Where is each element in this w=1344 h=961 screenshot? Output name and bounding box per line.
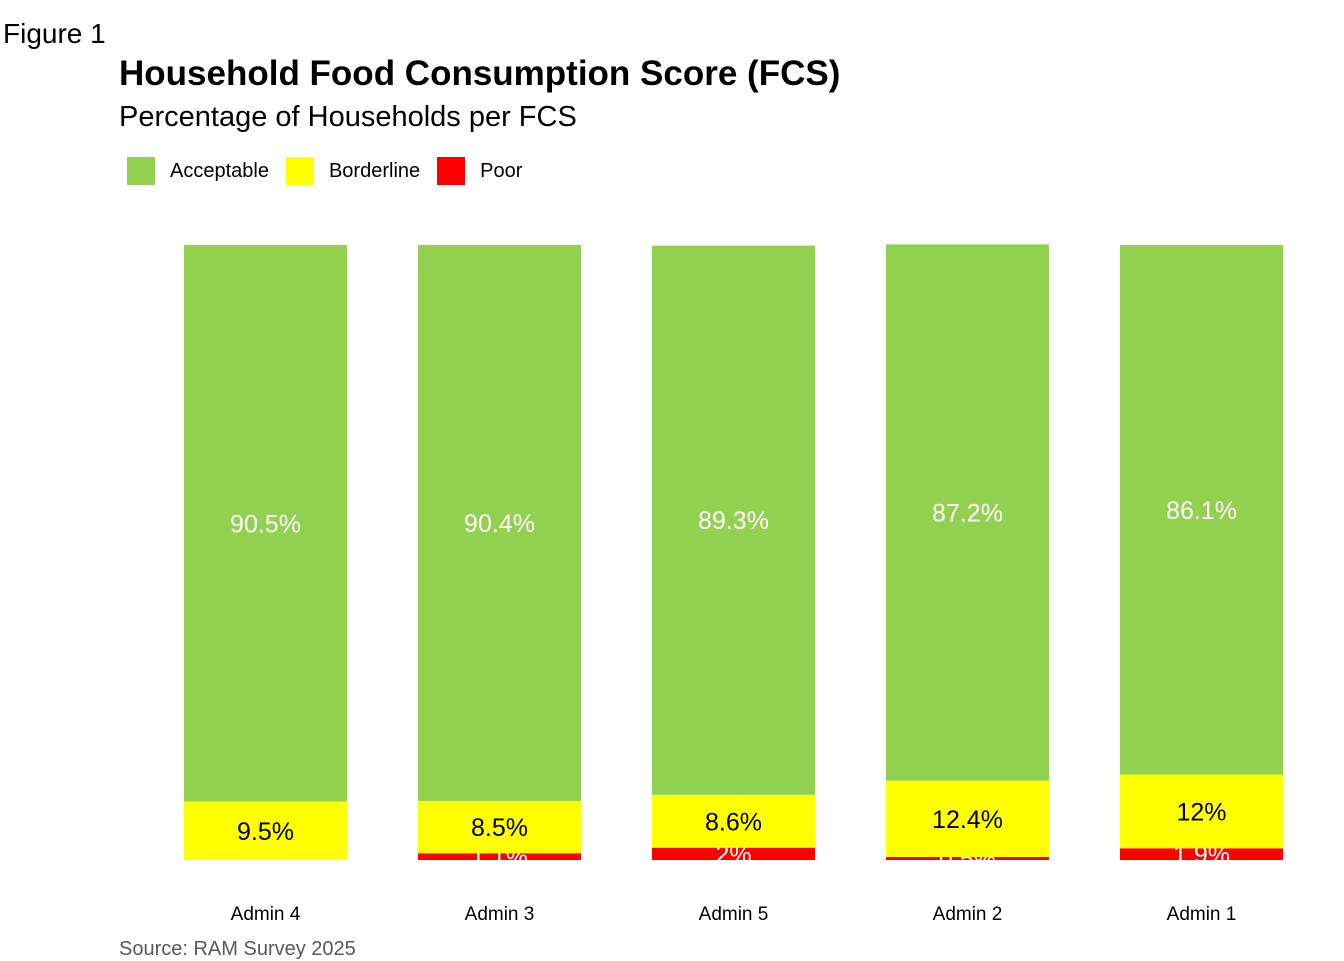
x-tick-label-admin-5: Admin 5 <box>699 904 769 925</box>
bar-segment-acceptable-admin-2 <box>886 244 1049 781</box>
bar-segment-poor-admin-5 <box>652 847 815 860</box>
chart-subtitle: Percentage of Households per FCS <box>119 101 577 133</box>
data-label-borderline-admin-4: 9.5% <box>237 818 294 846</box>
chart-legend: Acceptable Borderline Poor <box>127 157 539 185</box>
data-label-acceptable-admin-5: 89.3% <box>698 507 769 535</box>
bar-segment-poor-admin-3 <box>418 853 581 860</box>
bar-segment-borderline-admin-3 <box>418 800 581 854</box>
data-label-acceptable-admin-4: 90.5% <box>230 510 301 538</box>
bar-segment-borderline-admin-1 <box>1120 774 1283 849</box>
legend-swatch-borderline <box>285 157 314 185</box>
bar-segment-poor-admin-2 <box>886 856 1049 860</box>
bar-admin-3: 1.1%8.5%90.4% <box>418 245 581 872</box>
x-tick-label-admin-3: Admin 3 <box>465 904 535 925</box>
data-label-borderline-admin-5: 8.6% <box>705 808 762 836</box>
x-tick-label-admin-4: Admin 4 <box>231 904 301 925</box>
data-label-acceptable-admin-1: 86.1% <box>1166 497 1237 525</box>
bar-segment-borderline-admin-5 <box>652 794 815 848</box>
bar-admin-1: 1.9%12%86.1% <box>1120 245 1283 869</box>
data-label-acceptable-admin-2: 87.2% <box>932 500 1003 528</box>
figure-label: Figure 1 <box>3 18 106 49</box>
bar-segment-borderline-admin-2 <box>886 780 1049 857</box>
bar-segment-acceptable-admin-4 <box>184 245 347 802</box>
chart-title: Household Food Consumption Score (FCS) <box>119 54 841 93</box>
legend-item-borderline: Borderline <box>285 157 421 185</box>
data-label-borderline-admin-1: 12% <box>1176 798 1226 826</box>
x-tick-label-admin-2: Admin 2 <box>933 904 1003 925</box>
legend-item-acceptable: Acceptable <box>127 157 269 185</box>
legend-swatch-acceptable <box>127 157 155 185</box>
legend-item-poor: Poor <box>437 157 522 185</box>
data-label-acceptable-admin-3: 90.4% <box>464 510 535 538</box>
bar-admin-4: 9.5% 90.5% <box>184 245 347 860</box>
bar-segment-acceptable-admin-3 <box>418 245 581 801</box>
bar-segment-acceptable-admin-1 <box>1120 245 1283 775</box>
legend-label-poor: Poor <box>480 159 523 182</box>
legend-swatch-poor <box>437 157 466 185</box>
bar-segment-poor-admin-1 <box>1120 848 1283 860</box>
bar-admin-2: 0.5%12.4%87.2% <box>886 244 1049 873</box>
legend-label-acceptable: Acceptable <box>170 159 269 182</box>
legend-label-borderline: Borderline <box>328 159 421 182</box>
x-tick-label-admin-1: Admin 1 <box>1167 904 1237 925</box>
data-label-borderline-admin-3: 8.5% <box>471 814 528 842</box>
bar-admin-5: 2%8.6%89.3% <box>652 245 815 869</box>
data-label-borderline-admin-2: 12.4% <box>932 806 1003 834</box>
bar-segment-borderline-admin-4 <box>184 801 347 860</box>
bar-segment-acceptable-admin-5 <box>652 245 815 795</box>
source-note: Source: RAM Survey 2025 <box>119 938 356 960</box>
